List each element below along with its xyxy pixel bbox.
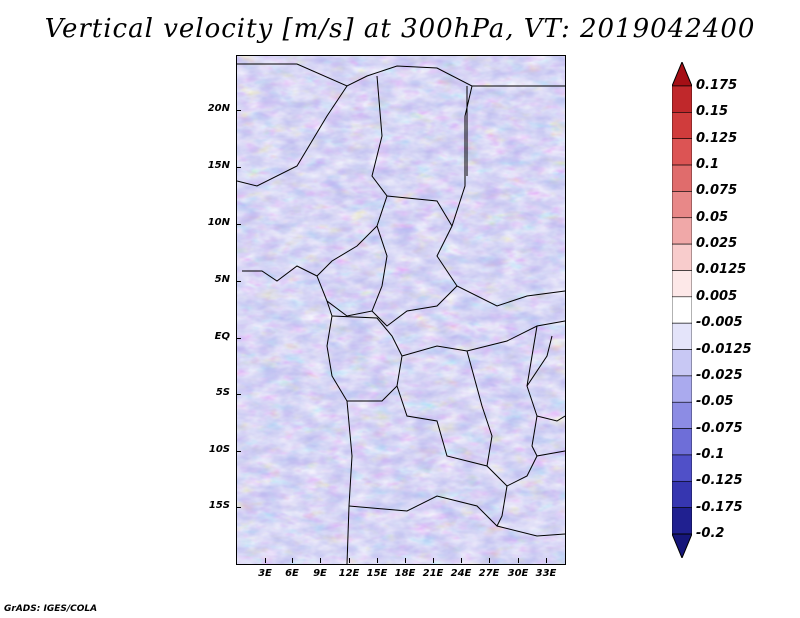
colorbar-level-label: 0.1 [696,157,719,172]
lon-label: 27E [474,568,504,579]
colorbar-level-label: -0.1 [696,447,724,462]
lon-tick [518,558,519,563]
lat-label: 5S [200,387,230,398]
lon-label: 33E [531,568,561,579]
lat-label: 20N [200,103,230,114]
colorbar-level-label: -0.0125 [696,342,752,357]
map-canvas [237,56,565,564]
lon-tick [292,558,293,563]
lat-tick [236,281,241,282]
lat-label: 15S [200,500,230,511]
colorbar-level-label: 0.0125 [696,262,746,277]
lon-label: 9E [305,568,335,579]
lon-tick [377,558,378,563]
colorbar-segment [672,191,692,217]
lat-tick [236,167,241,168]
lat-tick [236,451,241,452]
lon-label: 6E [277,568,307,579]
colorbar-segment [672,481,692,507]
colorbar-segment [672,270,692,296]
colorbar-level-label: 0.175 [696,78,737,93]
lat-label: EQ [200,331,230,342]
lon-tick [349,558,350,563]
lat-tick [236,224,241,225]
lon-tick [320,558,321,563]
colorbar-segment [672,218,692,244]
grads-credit: GrADS: IGES/COLA [4,604,97,614]
lon-tick [405,558,406,563]
colorbar-level-label: -0.125 [696,473,743,488]
vertical-velocity-map [236,55,566,565]
lon-label: 24E [446,568,476,579]
colorbar-level-label: 0.025 [696,236,737,251]
lon-tick [461,558,462,563]
colorbar-level-label: 0.075 [696,183,737,198]
velocity-field [237,56,565,564]
lat-tick [236,110,241,111]
lon-label: 30E [503,568,533,579]
colorbar-level-label: 0.005 [696,289,737,304]
colorbar-level-label: -0.175 [696,500,743,515]
lon-label: 18E [390,568,420,579]
colorbar-segment [672,139,692,165]
lon-tick [489,558,490,563]
colorbar-level-label: -0.005 [696,315,743,330]
colorbar-top-arrow [672,62,692,86]
lat-label: 5N [200,274,230,285]
colorbar-level-label: 0.05 [696,210,728,225]
colorbar [672,62,692,558]
colorbar-segment [672,86,692,112]
lat-tick [236,507,241,508]
colorbar-segment [672,508,692,534]
colorbar-level-label: -0.05 [696,394,733,409]
lat-label: 10S [200,444,230,455]
colorbar-level-label: -0.075 [696,421,743,436]
lat-tick [236,338,241,339]
colorbar-segment [672,350,692,376]
colorbar-segment [672,323,692,349]
lat-tick [236,394,241,395]
colorbar-segment [672,112,692,138]
map-title: Vertical velocity [m/s] at 300hPa, VT: 2… [0,14,800,44]
lon-tick [433,558,434,563]
lon-label: 21E [418,568,448,579]
lat-label: 15N [200,160,230,171]
lat-label: 10N [200,217,230,228]
lon-tick [546,558,547,563]
lon-label: 15E [362,568,392,579]
colorbar-segment [672,376,692,402]
colorbar-segment [672,402,692,428]
colorbar-bottom-arrow [672,534,692,558]
colorbar-level-label: 0.15 [696,104,728,119]
colorbar-segment [672,165,692,191]
lon-label: 12E [334,568,364,579]
colorbar-level-label: 0.125 [696,131,737,146]
colorbar-level-label: -0.025 [696,368,743,383]
colorbar-segment [672,455,692,481]
lon-label: 3E [250,568,280,579]
colorbar-level-label: -0.2 [696,526,724,541]
lon-tick [265,558,266,563]
colorbar-segment [672,297,692,323]
colorbar-segment [672,429,692,455]
colorbar-segment [672,244,692,270]
